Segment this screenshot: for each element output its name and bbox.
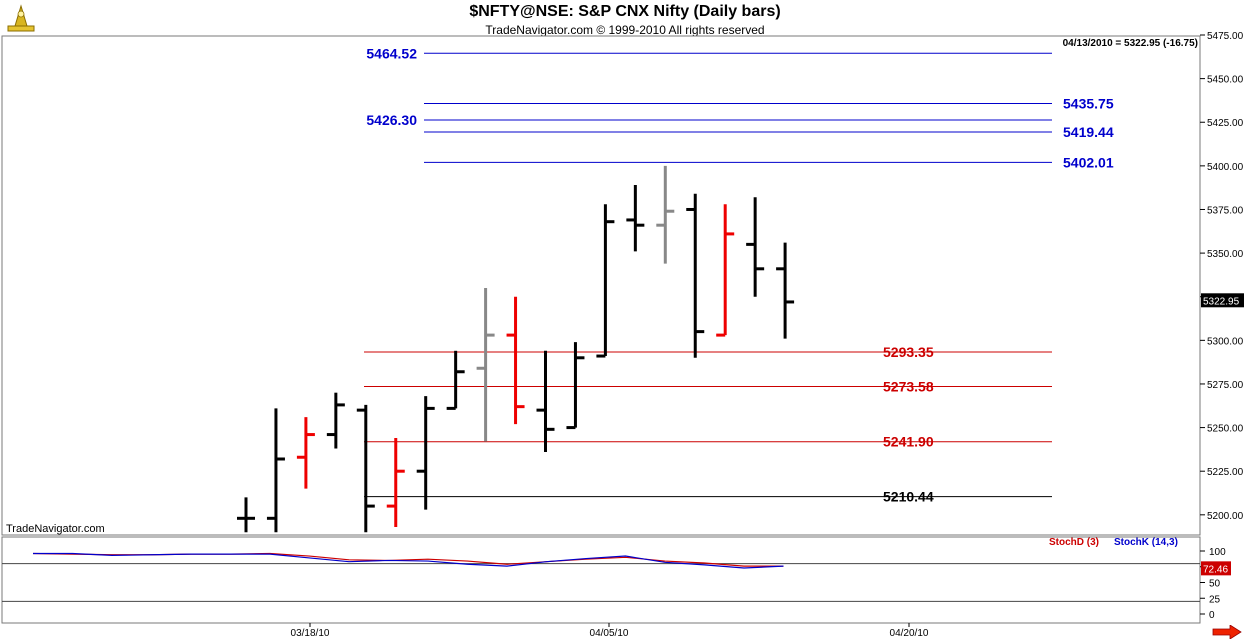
oscillator-axis-label: 100 [1209,547,1226,558]
ohlc-bar [776,242,795,339]
ohlc-bar [596,204,615,358]
price-axis-label: 5475.00 [1207,31,1244,42]
stoch-last-value-box [1201,561,1231,576]
level-label: 5293.35 [883,344,934,360]
price-axis-label: 5400.00 [1207,162,1244,173]
stoch-line [33,552,784,569]
stoch-last-value: 72.46 [1203,564,1228,575]
chart-title: $NFTY@NSE: S&P CNX Nifty (Daily bars) [469,3,781,20]
ohlc-bar [476,287,495,442]
level-label: 5402.01 [1063,154,1114,170]
ohlc-bar [446,350,465,410]
price-panel-frame [1,35,1201,536]
ohlc-bar [656,165,675,264]
price-axis-label: 5225.00 [1207,467,1244,478]
level-label: 5241.90 [883,434,934,450]
price-axis-label: 5250.00 [1207,424,1244,435]
last-price-box [1201,293,1244,308]
price-axis-label: 5350.00 [1207,249,1244,260]
legend-stoch-d: StochD (3) [1049,537,1099,548]
oscillator-axis-label: 0 [1209,610,1215,621]
ohlc-bar [326,392,345,449]
oscillator-panel-frame [1,536,1201,624]
x-axis-label: 04/20/10 [890,628,929,639]
oscillator-axis-label: 25 [1209,594,1221,605]
chart-subtitle: TradeNavigator.com © 1999-2010 All right… [485,23,765,37]
price-axis-label: 5300.00 [1207,336,1244,347]
ohlc-bar [237,497,255,533]
level-label: 5464.52 [366,45,417,61]
ohlc-bar [386,438,405,528]
price-axis-label: 5200.00 [1207,511,1244,522]
x-axis-label: 04/05/10 [590,628,629,639]
trade-navigator-logo-icon[interactable] [4,4,38,34]
scroll-right-arrow-icon[interactable] [1212,625,1242,639]
level-label: 5435.75 [1063,95,1114,111]
oscillator-axis-label: 50 [1209,579,1221,590]
level-label: 5419.44 [1063,124,1114,140]
ohlc-bar [266,408,285,533]
last-price-label: 5322.95 [1203,296,1240,307]
level-label: 5426.30 [366,112,417,128]
ohlc-bar [686,193,705,358]
ohlc-bar [506,296,525,425]
legend-stoch-k: StochK (14,3) [1114,537,1178,548]
ohlc-bar [716,204,735,337]
price-axis-label: 5375.00 [1207,205,1244,216]
ohlc-bar [536,350,555,453]
price-readout: 04/13/2010 = 5322.95 (-16.75) [1062,38,1198,49]
price-axis-label: 5275.00 [1207,380,1244,391]
price-axis-label: 5450.00 [1207,75,1244,86]
ohlc-bar [566,342,585,430]
ohlc-bar [746,197,765,297]
ohlc-bar [416,396,435,510]
ohlc-bar [626,185,645,252]
watermark-text: TradeNavigator.com [6,523,105,535]
price-axis-label: 5425.00 [1207,118,1244,129]
ohlc-bar [356,404,375,533]
level-label: 5273.58 [883,378,934,394]
x-axis-label: 03/18/10 [291,628,330,639]
ohlc-bar [296,417,315,489]
level-label: 5210.44 [883,489,934,505]
